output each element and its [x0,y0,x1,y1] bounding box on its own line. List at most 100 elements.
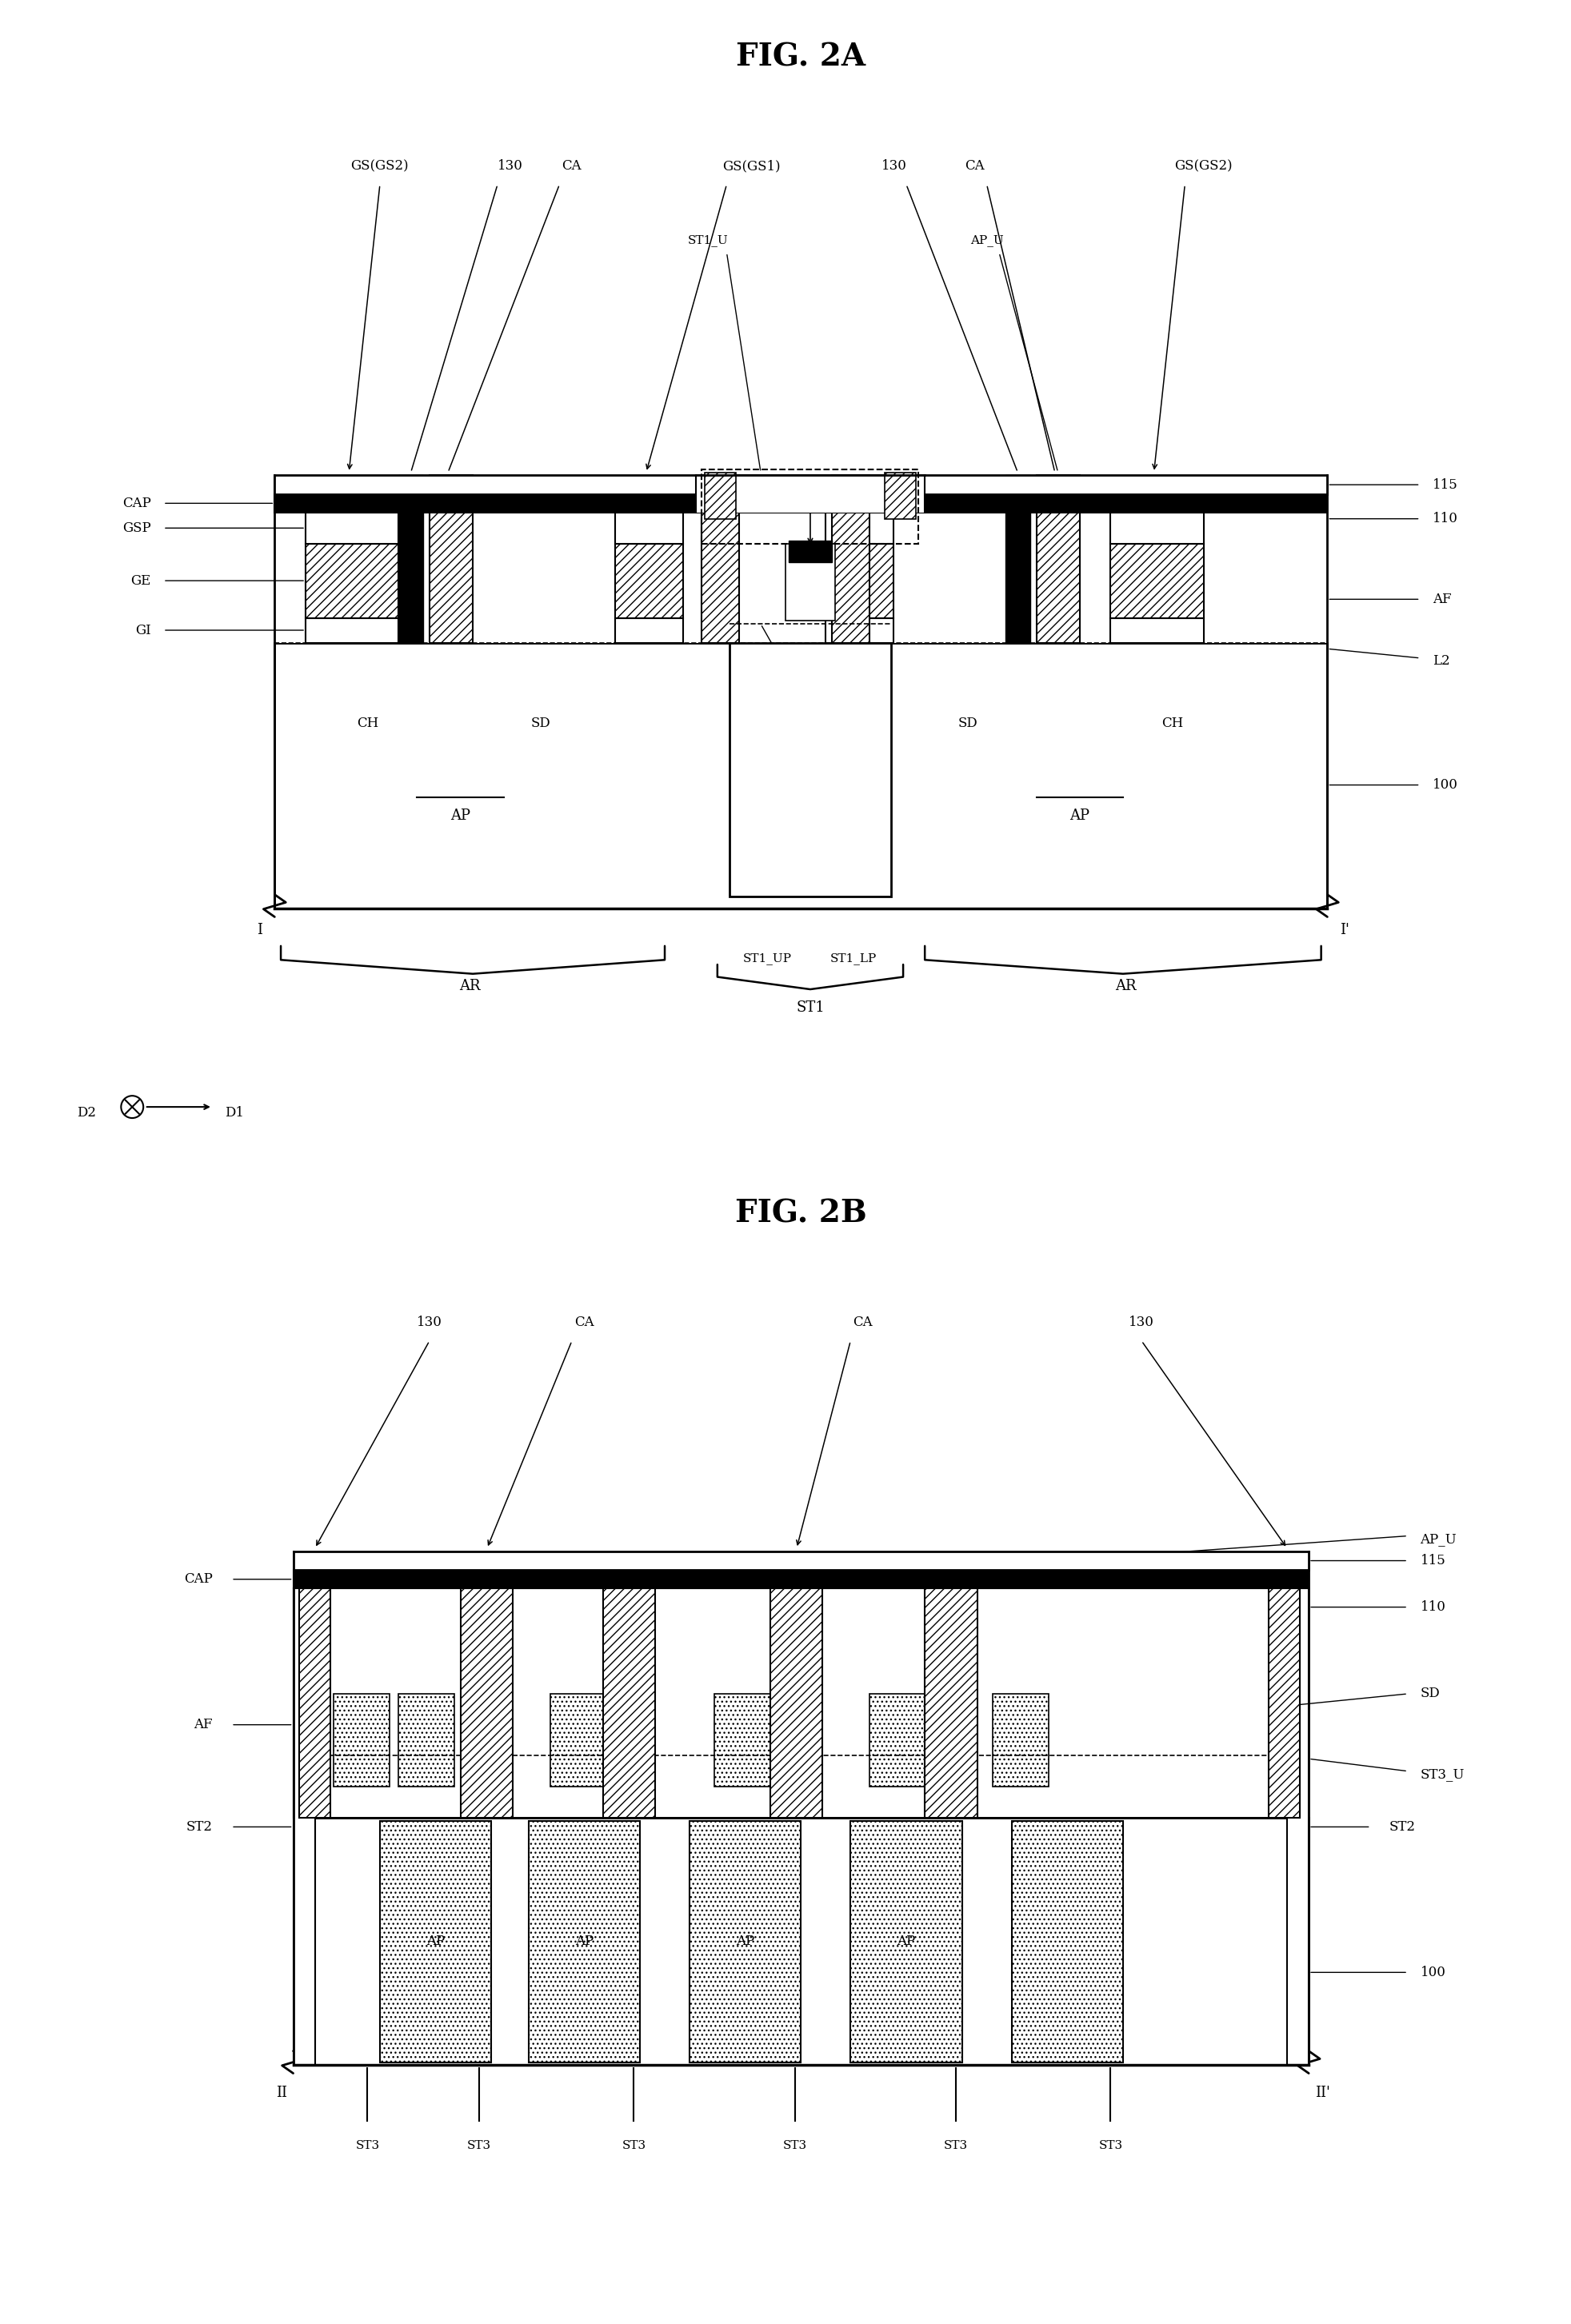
Bar [1268,1590,1299,1817]
Text: ST1_LP: ST1_LP [831,953,877,964]
Bar [306,544,399,618]
Text: 130: 130 [416,1315,441,1329]
Bar [702,469,919,544]
Text: AP: AP [575,1934,594,1948]
Text: AR: AR [459,978,481,992]
Text: 115: 115 [1433,479,1458,490]
Text: L1: L1 [823,716,840,730]
Text: FIG. 2A: FIG. 2A [737,42,866,72]
Bar [869,1694,925,1787]
Bar [603,1590,655,1817]
Bar [616,618,683,644]
Bar [1287,1590,1309,2066]
Bar [294,1817,1309,2066]
Text: 110: 110 [1420,1601,1445,1613]
Text: ST1_UP: ST1_UP [743,953,792,964]
Bar [906,514,999,644]
Text: AP_U: AP_U [969,235,1004,246]
Text: CAP: CAP [123,497,151,509]
Text: I': I' [1340,923,1349,937]
Text: ST2: ST2 [187,1820,212,1834]
Bar [826,514,894,544]
Bar [1111,514,1203,544]
Bar [479,514,603,644]
Text: SD: SD [1420,1687,1441,1701]
Bar [306,514,399,544]
Text: GSP: GSP [123,521,151,535]
Text: CA: CA [965,158,983,172]
Text: ST2: ST2 [1389,1820,1415,1834]
Bar [616,544,683,618]
Text: GS(GS1): GS(GS1) [723,158,781,172]
Text: 115: 115 [1420,1555,1445,1566]
Bar [1012,514,1098,644]
Text: FIG. 2B: FIG. 2B [735,1199,867,1229]
Bar [399,1694,454,1787]
Text: 100: 100 [1420,1966,1445,1980]
Text: ST3: ST3 [622,2140,646,2152]
Text: D1: D1 [225,1106,244,1120]
Bar [294,1590,1309,1817]
Text: AP: AP [451,809,470,823]
Bar [429,476,473,644]
Text: 130: 130 [496,158,523,172]
Bar [550,1694,606,1787]
Text: L2: L2 [1433,655,1450,667]
Text: AP_U: AP_U [1420,1532,1456,1545]
Text: AP: AP [735,1934,754,1948]
Text: 130: 130 [1130,1315,1155,1329]
Text: AF: AF [1433,593,1452,607]
Bar [715,1694,770,1787]
Text: ST3: ST3 [467,2140,492,2152]
Text: GI: GI [135,623,151,637]
Bar [789,541,833,562]
Bar [1012,1820,1123,2061]
Text: ST3_U: ST3_U [1420,1769,1464,1780]
Bar [294,1552,1309,1571]
Bar [294,1590,314,2066]
Bar [826,618,894,644]
Text: 110: 110 [1433,511,1458,525]
Bar [1111,544,1203,618]
Text: SD: SD [531,716,551,730]
Text: CH: CH [1161,716,1183,730]
Bar [850,1820,961,2061]
Text: D2: D2 [77,1106,96,1120]
Bar [275,644,1327,909]
Text: ST1_U: ST1_U [688,235,729,246]
Bar [702,476,738,644]
Text: ST3: ST3 [944,2140,968,2152]
Bar [460,1590,514,1817]
Bar [294,1571,1309,1590]
Text: ST3: ST3 [1098,2140,1123,2152]
Bar [1005,476,1031,644]
Bar [333,1694,390,1787]
Text: CA: CA [575,1315,594,1329]
Text: ST3: ST3 [355,2140,380,2152]
Text: GS(GS2): GS(GS2) [350,158,408,172]
Bar [884,472,916,518]
Text: 130: 130 [881,158,906,172]
Bar [826,544,894,618]
Bar [705,472,735,518]
Bar [380,1820,492,2061]
Bar [1111,618,1203,644]
Bar [993,1694,1049,1787]
Text: AP: AP [897,1934,916,1948]
Bar [770,1590,823,1817]
Bar [300,1590,330,1817]
Text: CA: CA [853,1315,873,1329]
Bar [1037,476,1079,644]
Text: AP: AP [1070,809,1090,823]
Text: II': II' [1315,2087,1331,2101]
Text: CAP: CAP [184,1573,212,1585]
Text: ST1: ST1 [796,1002,825,1016]
Text: I: I [256,923,262,937]
Text: CH: CH [357,716,379,730]
Text: GE: GE [130,574,151,588]
Bar [275,476,1327,495]
Bar [833,476,869,644]
Bar [731,644,891,897]
Text: 100: 100 [1433,779,1458,792]
Bar [786,544,836,621]
